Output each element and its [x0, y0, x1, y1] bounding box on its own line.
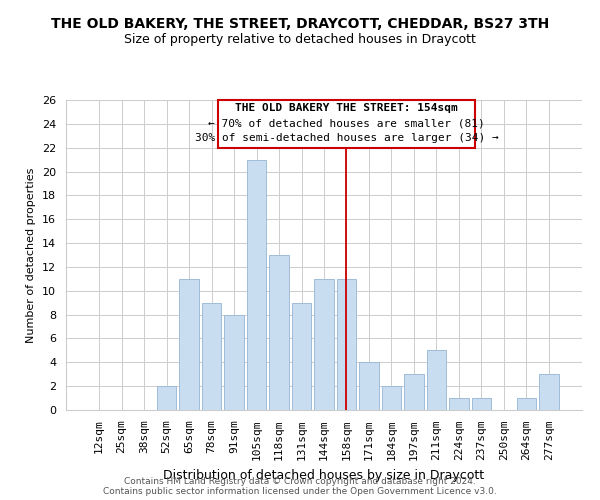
Bar: [472, 398, 491, 410]
Bar: [359, 362, 379, 410]
Bar: [247, 160, 266, 410]
Text: ← 70% of detached houses are smaller (81): ← 70% of detached houses are smaller (81…: [208, 118, 485, 128]
Text: Contains public sector information licensed under the Open Government Licence v3: Contains public sector information licen…: [103, 486, 497, 496]
Text: Contains HM Land Registry data © Crown copyright and database right 2024.: Contains HM Land Registry data © Crown c…: [124, 476, 476, 486]
Bar: [202, 302, 221, 410]
FancyBboxPatch shape: [218, 100, 475, 148]
Bar: [157, 386, 176, 410]
Bar: [269, 255, 289, 410]
X-axis label: Distribution of detached houses by size in Draycott: Distribution of detached houses by size …: [163, 468, 485, 481]
Text: 30% of semi-detached houses are larger (34) →: 30% of semi-detached houses are larger (…: [194, 132, 499, 142]
Text: THE OLD BAKERY THE STREET: 154sqm: THE OLD BAKERY THE STREET: 154sqm: [235, 104, 458, 114]
Bar: [224, 314, 244, 410]
Text: Size of property relative to detached houses in Draycott: Size of property relative to detached ho…: [124, 32, 476, 46]
Text: THE OLD BAKERY, THE STREET, DRAYCOTT, CHEDDAR, BS27 3TH: THE OLD BAKERY, THE STREET, DRAYCOTT, CH…: [51, 18, 549, 32]
Bar: [404, 374, 424, 410]
Bar: [337, 279, 356, 410]
Bar: [539, 374, 559, 410]
Bar: [449, 398, 469, 410]
Bar: [517, 398, 536, 410]
Bar: [382, 386, 401, 410]
Bar: [292, 302, 311, 410]
Y-axis label: Number of detached properties: Number of detached properties: [26, 168, 37, 342]
Bar: [179, 279, 199, 410]
Bar: [314, 279, 334, 410]
Bar: [427, 350, 446, 410]
